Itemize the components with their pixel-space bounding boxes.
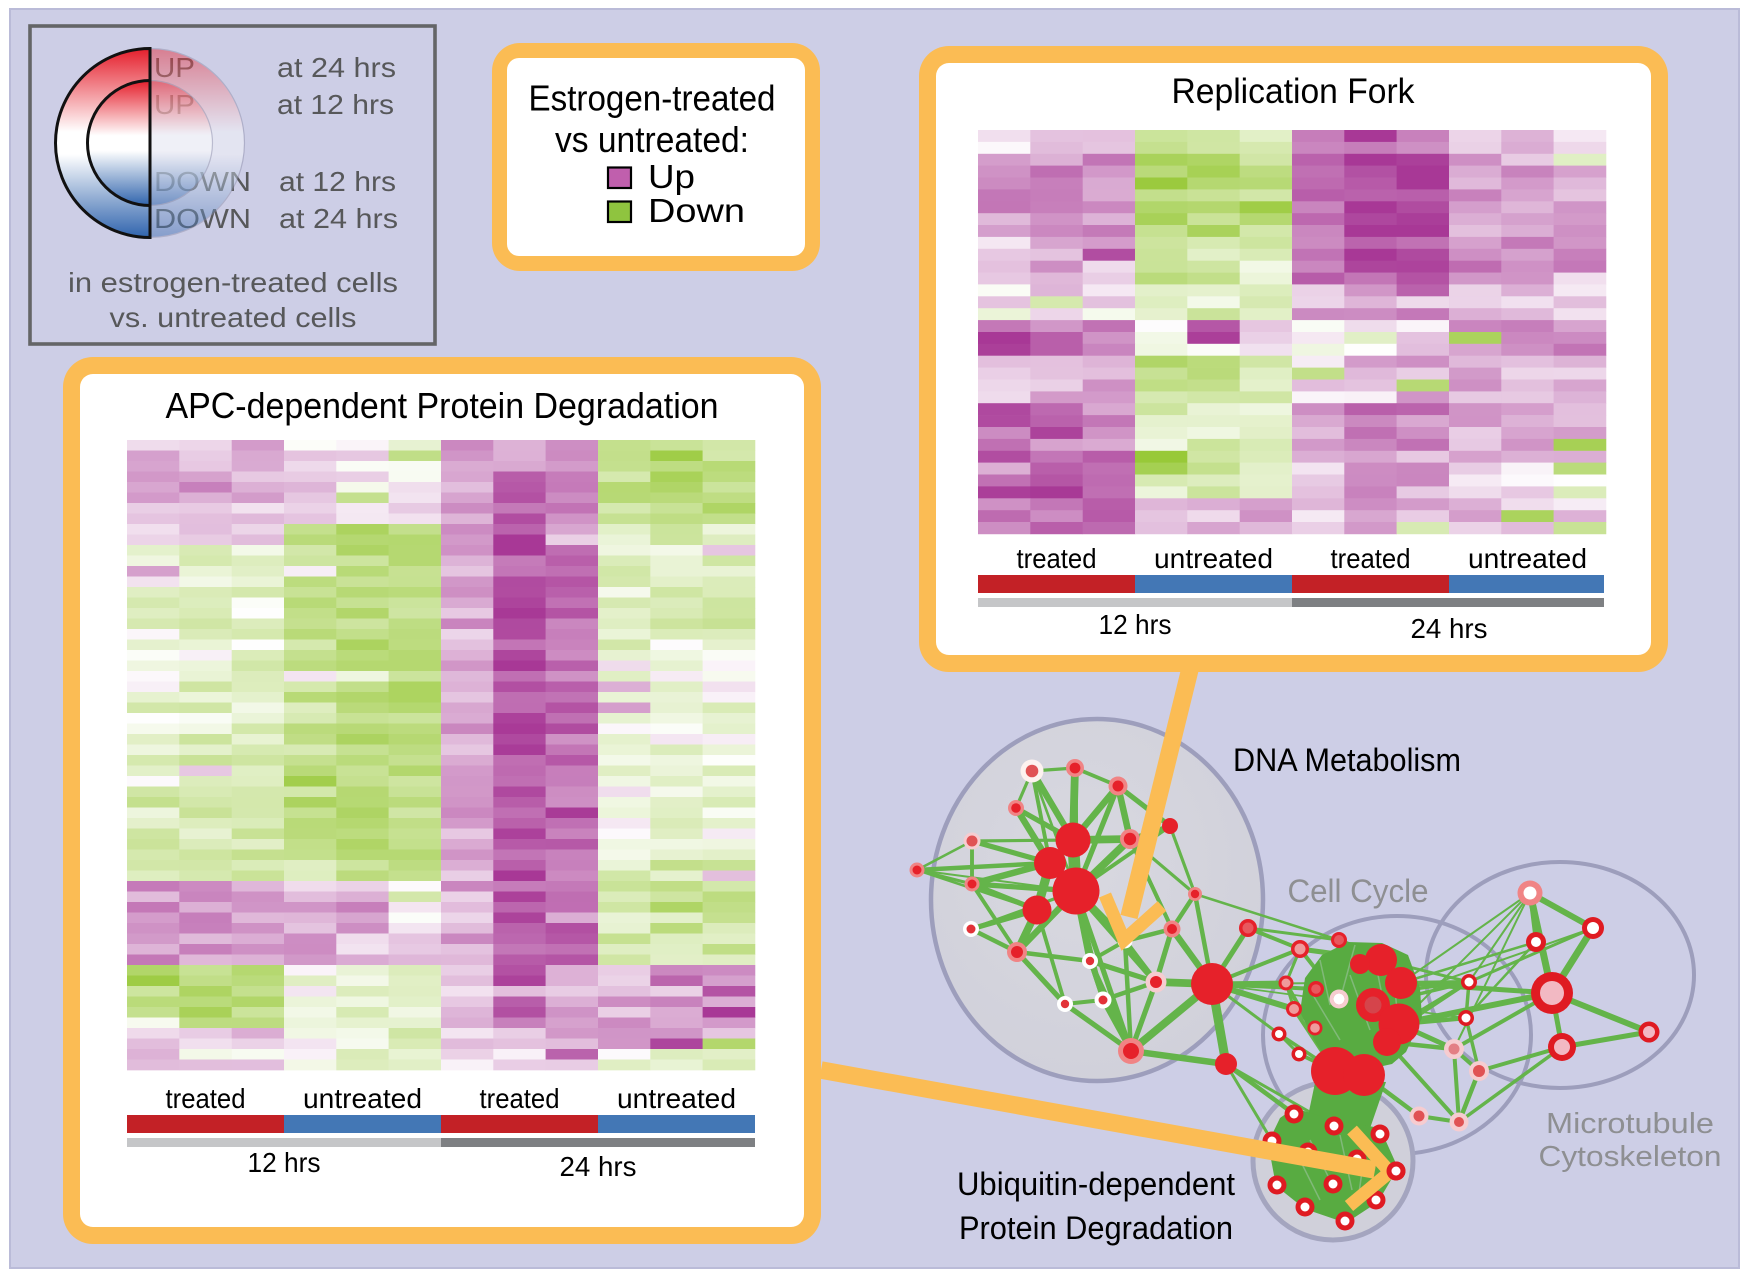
svg-text:treated: treated	[1331, 543, 1411, 574]
svg-text:Microtubule: Microtubule	[1546, 1108, 1714, 1140]
svg-text:vs. untreated cells: vs. untreated cells	[110, 302, 357, 333]
svg-text:Cytoskeleton: Cytoskeleton	[1539, 1141, 1722, 1173]
svg-text:12 hrs: 12 hrs	[1099, 609, 1172, 640]
svg-text:Replication Fork: Replication Fork	[1172, 72, 1415, 111]
svg-text:APC-dependent Protein Degradat: APC-dependent Protein Degradation	[166, 385, 719, 426]
svg-text:Cell Cycle: Cell Cycle	[1288, 873, 1429, 909]
svg-text:12 hrs: 12 hrs	[248, 1147, 321, 1178]
svg-text:Protein Degradation: Protein Degradation	[959, 1210, 1233, 1246]
svg-text:at 24 hrs: at 24 hrs	[279, 203, 398, 234]
svg-text:Ubiquitin-dependent: Ubiquitin-dependent	[957, 1166, 1235, 1202]
svg-text:in estrogen-treated cells: in estrogen-treated cells	[68, 267, 398, 298]
svg-text:Down: Down	[648, 192, 745, 229]
svg-text:untreated: untreated	[617, 1083, 736, 1114]
svg-text:at 24 hrs: at 24 hrs	[277, 52, 396, 83]
svg-text:24 hrs: 24 hrs	[560, 1151, 637, 1182]
svg-text:untreated: untreated	[1468, 543, 1587, 574]
svg-text:treated: treated	[1017, 543, 1097, 574]
svg-text:at 12 hrs: at 12 hrs	[279, 166, 396, 197]
svg-text:Up: Up	[648, 158, 695, 195]
svg-text:treated: treated	[166, 1083, 246, 1114]
svg-text:treated: treated	[480, 1083, 560, 1114]
svg-text:at 12 hrs: at 12 hrs	[277, 89, 394, 120]
svg-text:24 hrs: 24 hrs	[1411, 613, 1488, 644]
svg-text:untreated: untreated	[303, 1083, 422, 1114]
svg-text:DNA Metabolism: DNA Metabolism	[1233, 742, 1461, 778]
svg-text:Estrogen-treated: Estrogen-treated	[529, 78, 776, 119]
svg-text:untreated: untreated	[1154, 543, 1273, 574]
svg-text:vs untreated:: vs untreated:	[555, 119, 749, 160]
